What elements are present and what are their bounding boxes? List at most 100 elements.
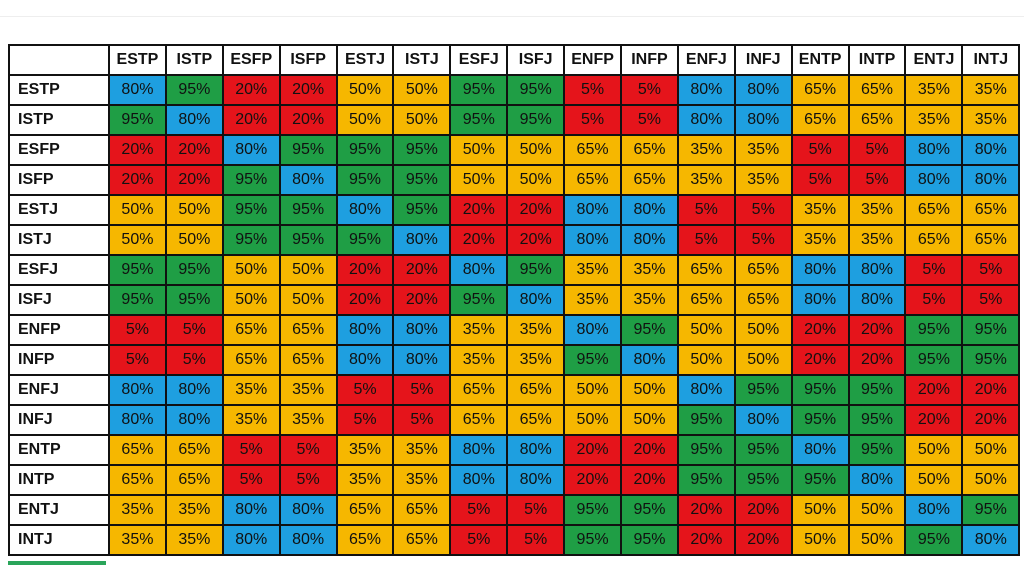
compatibility-cell: 65% [449,374,509,406]
compatibility-cell: 80% [676,74,736,106]
compatibility-cell: 80% [961,164,1021,196]
compatibility-cell: 95% [790,404,850,436]
compatibility-cell: 95% [221,164,281,196]
compatibility-cell: 65% [733,254,793,286]
compatibility-cell: 80% [392,224,452,256]
compatibility-cell: 80% [449,464,509,496]
column-header: ISTP [164,44,224,76]
compatibility-cell: 50% [278,254,338,286]
compatibility-cell: 95% [392,134,452,166]
compatibility-cell: 80% [278,164,338,196]
compatibility-cell: 80% [961,134,1021,166]
compatibility-cell: 80% [790,284,850,316]
compatibility-cell: 95% [108,254,167,286]
compatibility-cell: 65% [904,224,964,256]
compatibility-cell: 80% [449,254,509,286]
compatibility-cell: 80% [961,524,1021,556]
column-header: INFJ [733,44,793,76]
compatibility-cell: 50% [620,374,679,406]
table-row: ESTJ 50% 50% 95% 95% 80% 95% 20% 20% 80% 80% 5% 5% 35… [8,194,1021,226]
column-header: ENTJ [904,44,964,76]
compatibility-cell: 65% [961,194,1021,226]
compatibility-cell: 80% [221,494,281,526]
compatibility-cell: 80% [392,314,452,346]
compatibility-cell: 80% [676,104,736,136]
compatibility-cell: 95% [676,464,736,496]
compatibility-cell: 50% [790,494,850,526]
compatibility-cell: 35% [904,74,964,106]
compatibility-cell: 80% [847,254,907,286]
compatibility-cell: 5% [847,134,907,166]
row-header: ESFJ [8,254,110,286]
compatibility-cell: 5% [164,344,224,376]
compatibility-cell: 35% [847,224,907,256]
compatibility-cell: 80% [278,494,338,526]
table-row: ISTJ 50% 50% 95% 95% 95% 80% 20% 20% 80% 80% 5% 5% 35… [8,224,1021,256]
compatibility-cell: 65% [904,194,964,226]
compatibility-cell: 65% [392,494,452,526]
compatibility-cell: 95% [449,284,509,316]
compatibility-cell: 95% [506,254,566,286]
compatibility-cell: 50% [676,314,736,346]
compatibility-cell: 65% [847,74,907,106]
compatibility-cell: 20% [563,464,623,496]
row-header: ISTP [8,104,110,136]
table-row: ESTP 80% 95% 20% 20% 50% 50% 95% 95% 5% 5% 80% 80% 65… [8,74,1021,106]
compatibility-cell: 5% [961,254,1021,286]
compatibility-cell: 50% [563,404,623,436]
table-row: ISFJ 95% 95% 50% 50% 20% 20% 95% 80% 35% 35% 65% 65%… [8,284,1021,316]
compatibility-cell: 35% [961,74,1021,106]
compatibility-cell: 80% [278,524,338,556]
compatibility-cell: 95% [221,224,281,256]
table-row: INFP 5% 5% 65% 65% 80% 80% 35% 35% 95% 80% 50% 50% 20… [8,344,1021,376]
compatibility-cell: 80% [164,404,224,436]
compatibility-cell: 95% [506,74,566,106]
compatibility-cell: 50% [221,254,281,286]
compatibility-cell: 95% [847,434,907,466]
compatibility-cell: 50% [335,104,395,136]
table-row: ESFJ 95% 95% 50% 50% 20% 20% 80% 95% 35% 35% 65% 65%… [8,254,1021,286]
compatibility-cell: 5% [164,314,224,346]
compatibility-cell: 80% [164,104,224,136]
compatibility-cell: 65% [108,434,167,466]
row-header: ESTJ [8,194,110,226]
compatibility-cell: 20% [449,194,509,226]
column-header: INTJ [961,44,1021,76]
column-header: INFP [620,44,679,76]
compatibility-cell: 50% [676,344,736,376]
row-header: ISFJ [8,284,110,316]
row-header: ENTJ [8,494,110,526]
compatibility-cell: 95% [278,224,338,256]
column-header: ESFJ [449,44,509,76]
compatibility-cell: 35% [733,164,793,196]
table-row: INTP 65% 65% 5% 5% 35% 35% 80% 80% 20% 20% 95% 95% 95… [8,464,1021,496]
compatibility-cell: 5% [392,374,452,406]
compatibility-cell: 20% [620,434,679,466]
compatibility-cell: 65% [278,314,338,346]
compatibility-cell: 20% [676,524,736,556]
compatibility-cell: 35% [733,134,793,166]
compatibility-cell: 95% [563,344,623,376]
compatibility-cell: 80% [506,464,566,496]
compatibility-cell: 5% [392,404,452,436]
compatibility-cell: 65% [790,74,850,106]
compatibility-cell: 35% [790,194,850,226]
row-header: INTP [8,464,110,496]
compatibility-cell: 50% [847,494,907,526]
compatibility-cell: 5% [335,404,395,436]
compatibility-cell: 80% [221,134,281,166]
compatibility-cell: 65% [733,284,793,316]
row-header: ENFP [8,314,110,346]
compatibility-cell: 80% [904,164,964,196]
compatibility-cell: 5% [733,194,793,226]
compatibility-cell: 20% [847,344,907,376]
corner-cell [8,44,110,76]
compatibility-cell: 20% [108,164,167,196]
compatibility-cell: 50% [733,314,793,346]
compatibility-cell: 35% [904,104,964,136]
table-row: ENFJ 80% 80% 35% 35% 5% 5% 65% 65% 50% 50% 80% 95% 95… [8,374,1021,406]
compatibility-cell: 95% [847,374,907,406]
compatibility-cell: 20% [392,284,452,316]
compatibility-cell: 80% [563,194,623,226]
